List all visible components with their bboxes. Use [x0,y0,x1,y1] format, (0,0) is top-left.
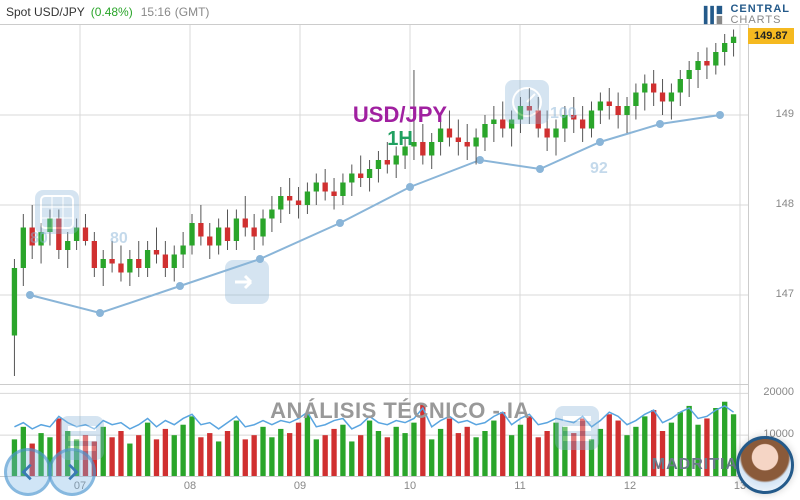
y-tick: 147 [776,288,794,300]
x-tick: 09 [294,480,306,492]
chevron-right-icon [61,461,83,483]
vol-y-tick: 20000 [763,386,794,398]
x-tick: 11 [514,480,525,492]
price-y-axis: 147 148 149 [748,24,800,384]
chevron-left-icon [17,461,39,483]
logo-text: CENTRALCHARTS [730,4,790,26]
y-tick: 148 [776,198,794,210]
x-axis: 07080910111213 [0,476,748,500]
last-price-tag: 149.87 [748,28,794,44]
price-chart-svg [0,25,748,385]
x-tick: 08 [184,480,196,492]
nav-next-button[interactable] [48,448,96,496]
watermark-icon [35,190,79,234]
x-tick: 10 [404,480,416,492]
watermark-number: 92 [590,160,608,178]
author-avatar[interactable] [736,436,794,494]
y-tick: 149 [776,108,794,120]
nav-prev-button[interactable] [4,448,52,496]
chart-header: Spot USD/JPY (0.48%) 15:16 (GMT) [0,0,800,24]
header-tz: (GMT) [175,5,210,19]
watermark-number: 80 [110,230,128,248]
price-pane[interactable] [0,24,749,385]
chart-root: { "header": { "instrument": "Spot USD/JP… [0,0,800,500]
ai-analysis-label: ANÁLISIS TÉCNICO - IA [270,398,530,424]
logo-icon [702,4,724,26]
instrument-name: Spot USD/JPY [6,5,85,19]
watermark-number: 100 [550,105,577,123]
x-tick: 12 [624,480,636,492]
watermark-icon [505,80,549,124]
brand-logo[interactable]: CENTRALCHARTS [702,4,790,26]
header-time: 15:16 [141,5,171,19]
watermark-icon [555,406,599,450]
watermark-number: 80 [30,230,48,248]
pct-change: (0.48%) [91,5,133,19]
watermark-icon [225,260,269,304]
author-brand: MADRITIA [652,456,738,474]
